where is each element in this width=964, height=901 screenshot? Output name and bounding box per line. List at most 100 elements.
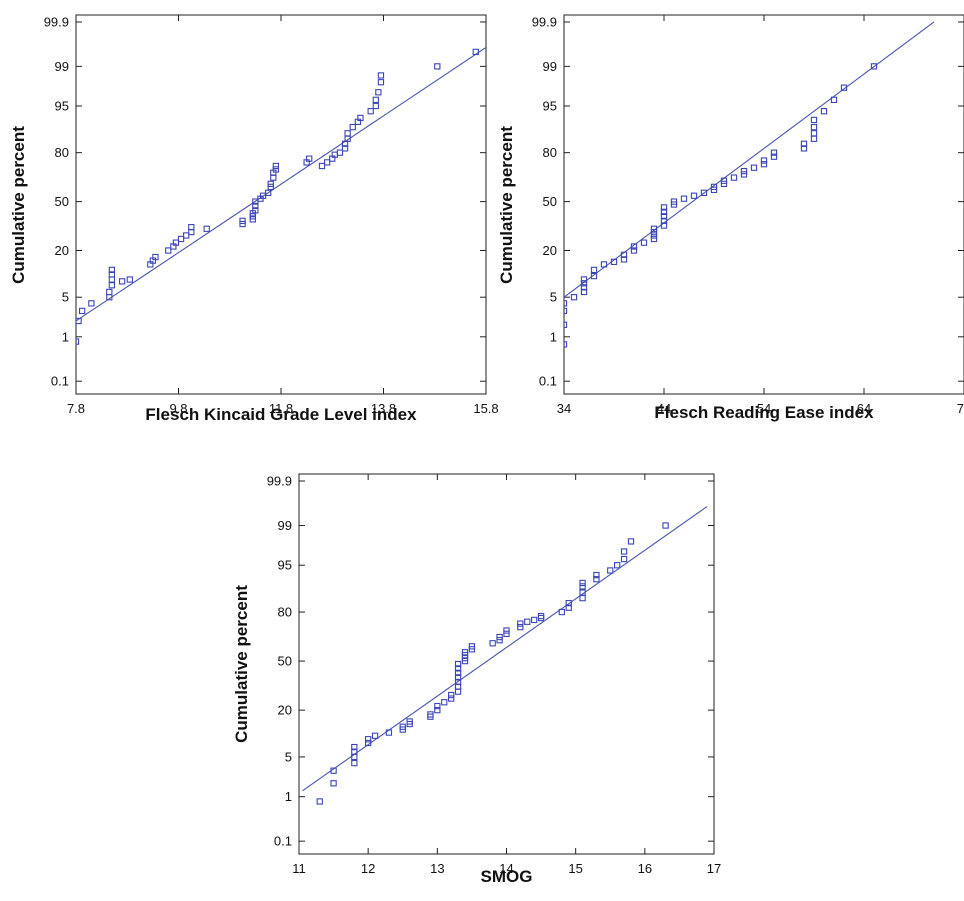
data-point <box>593 576 600 583</box>
data-point <box>323 159 331 166</box>
data-point <box>590 272 598 280</box>
y-tick-label: 95 <box>543 98 557 113</box>
x-tick-label: 7.8 <box>67 401 85 416</box>
data-point <box>580 284 588 291</box>
data-point <box>503 630 510 637</box>
data-point <box>564 321 568 328</box>
data-point <box>590 266 598 274</box>
y-tick-label: 1 <box>285 789 292 804</box>
y-tick-label: 99.9 <box>267 473 292 488</box>
fit-line <box>76 46 486 322</box>
data-point <box>454 665 462 672</box>
data-point <box>489 640 496 647</box>
data-point <box>690 192 698 199</box>
data-point <box>524 618 531 625</box>
data-point <box>106 288 113 296</box>
x-tick-label: 16 <box>638 861 652 876</box>
data-point <box>252 202 259 210</box>
data-point <box>252 207 259 214</box>
y-axis-title: Cumulative percent <box>497 126 516 284</box>
data-point <box>306 155 313 162</box>
data-point <box>800 140 808 147</box>
data-point <box>377 79 385 86</box>
data-point <box>375 89 382 96</box>
data-point <box>620 256 628 263</box>
x-tick-label: 15.8 <box>473 401 498 416</box>
data-point <box>760 161 768 168</box>
y-tick-label: 0.1 <box>274 834 292 849</box>
data-point <box>750 164 758 171</box>
x-tick-label: 64 <box>857 401 871 416</box>
y-tick-label: 50 <box>543 194 557 209</box>
data-point <box>108 271 116 278</box>
x-tick-label: 15 <box>568 861 582 876</box>
data-point <box>316 798 323 805</box>
data-point <box>620 548 628 555</box>
data-point <box>351 748 358 755</box>
data-point <box>531 616 538 624</box>
data-point <box>607 567 614 574</box>
data-point <box>570 294 578 301</box>
data-point <box>468 643 476 650</box>
data-point <box>108 266 116 274</box>
y-tick-label: 95 <box>278 558 292 573</box>
data-point <box>357 114 364 122</box>
y-tick-label: 5 <box>550 290 557 305</box>
data-point <box>610 258 618 265</box>
y-tick-label: 50 <box>278 654 292 669</box>
x-tick-label: 34 <box>557 401 571 416</box>
data-point <box>448 691 455 699</box>
fit-line <box>564 21 935 298</box>
y-tick-label: 0.1 <box>539 374 557 389</box>
y-tick-label: 20 <box>543 243 557 258</box>
y-tick-label: 1 <box>550 329 557 344</box>
x-tick-label: 14 <box>499 861 513 876</box>
data-point <box>579 579 586 587</box>
data-point <box>341 145 349 152</box>
y-axis-title: Cumulative percent <box>9 126 28 284</box>
plot-frame <box>75 14 487 395</box>
y-tick-label: 80 <box>543 145 557 160</box>
data-point <box>662 522 669 529</box>
data-point <box>88 300 95 307</box>
data-point <box>272 166 280 173</box>
data-point <box>344 130 351 137</box>
data-point <box>710 183 718 191</box>
x-axis-title: SMOG <box>481 867 533 886</box>
data-point <box>172 239 180 246</box>
data-point <box>267 180 274 187</box>
data-point <box>330 780 337 787</box>
x-tick-label: 9.8 <box>169 401 187 416</box>
data-point <box>650 225 658 232</box>
data-point <box>700 189 708 196</box>
data-point <box>650 232 658 239</box>
x-tick-label: 11 <box>292 861 306 876</box>
data-point <box>126 276 133 283</box>
y-tick-label: 0.1 <box>51 374 69 389</box>
data-point <box>660 204 668 211</box>
data-point <box>770 149 778 156</box>
data-point <box>810 130 818 137</box>
data-point <box>660 208 668 215</box>
data-point <box>537 614 545 622</box>
data-point <box>517 620 524 627</box>
y-tick-label: 99.9 <box>44 14 69 29</box>
data-point <box>454 674 462 681</box>
x-tick-label: 12 <box>361 861 375 876</box>
data-point <box>580 276 588 283</box>
data-point <box>336 149 344 156</box>
data-point <box>367 108 374 115</box>
data-point <box>810 123 818 131</box>
data-point <box>454 669 462 677</box>
y-tick-label: 95 <box>55 98 69 113</box>
data-point <box>165 247 172 254</box>
y-axis-title: Cumulative percent <box>232 585 251 743</box>
data-point <box>565 599 572 607</box>
plot-flesch-kincaid: 0.1 1 5 20 50 80 95 99 99.9 7.8 9.8 11.8 13.8 15.8 Fle… <box>9 14 499 424</box>
plot-frame <box>298 473 715 855</box>
data-point <box>318 162 326 170</box>
data-point <box>565 604 572 611</box>
y-tick-label: 80 <box>278 605 292 620</box>
data-point <box>580 280 588 287</box>
